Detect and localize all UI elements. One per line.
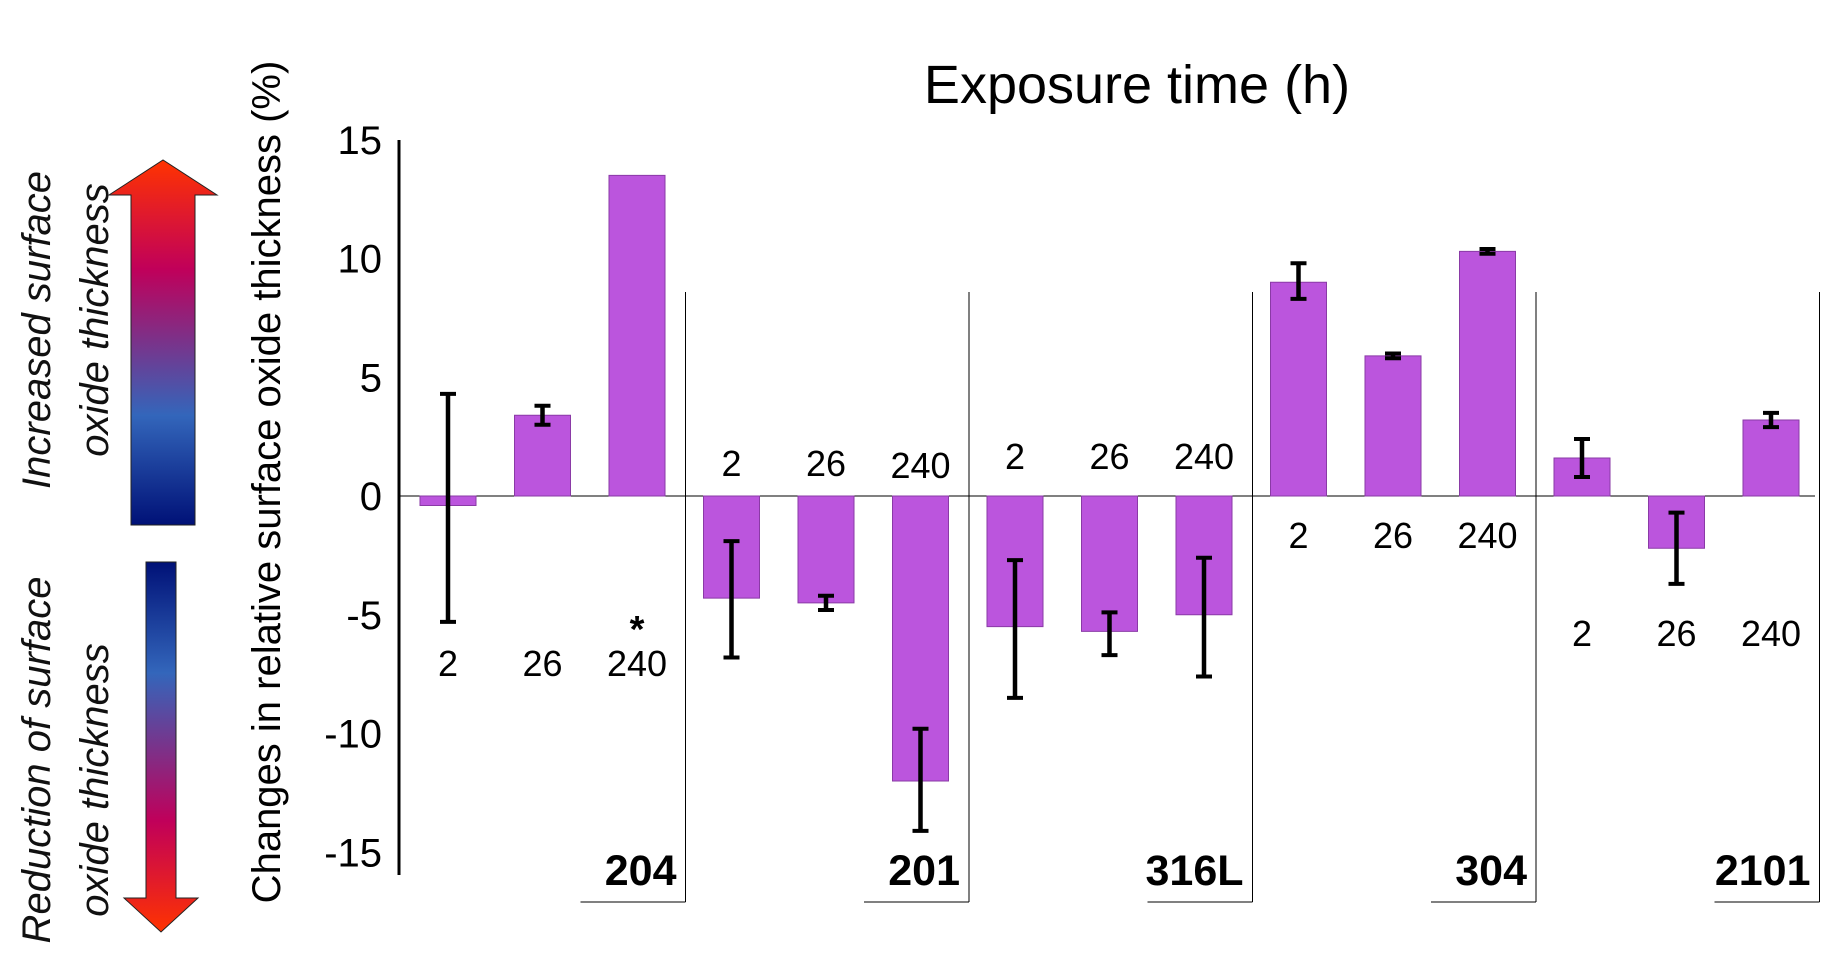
group-label-316L: 316L	[1145, 847, 1243, 895]
bar	[1270, 281, 1327, 497]
bar	[1364, 355, 1422, 497]
bars	[419, 174, 1800, 782]
y-tick-label: -5	[346, 594, 382, 638]
increase-arrow-icon	[107, 159, 219, 526]
reduction-label-line1: Reduction of surface	[15, 577, 59, 944]
y-tick-label: -15	[324, 831, 382, 875]
group-label-304: 304	[1455, 847, 1527, 895]
bar	[1081, 495, 1138, 632]
y-axis-label: Changes in relative surface oxide thickn…	[245, 61, 289, 904]
y-tick-label: 10	[338, 238, 383, 282]
bar	[514, 414, 571, 497]
category-label: 26	[1373, 515, 1413, 556]
decrease-arrow-icon	[122, 561, 200, 933]
category-label: 240	[890, 445, 950, 486]
increase-label-line2: oxide thickness	[73, 183, 117, 456]
y-tick-labels: 15 10 5 0 -5 -10 -15	[324, 119, 382, 876]
y-tick-label: 0	[360, 475, 382, 519]
increase-label-line1: Increased surface	[15, 171, 59, 489]
bar	[1742, 419, 1800, 497]
significance-mark: *	[630, 609, 645, 651]
category-label: 26	[1089, 436, 1129, 477]
category-label: 240	[1457, 515, 1517, 556]
reduction-label-line2: oxide thickness	[73, 643, 117, 916]
category-label: 26	[806, 443, 846, 484]
error-bars	[440, 247, 1779, 833]
bar	[797, 495, 855, 604]
category-label: 26	[1656, 613, 1696, 654]
category-label: 240	[607, 643, 667, 684]
bar	[1459, 250, 1516, 497]
y-tick-label: -10	[324, 713, 382, 757]
group-labels: 204 201 316L 304 2101	[605, 847, 1811, 895]
category-label: 2	[1005, 436, 1025, 477]
y-tick-label: 5	[360, 356, 382, 400]
group-label-204: 204	[605, 847, 677, 895]
category-label: 2	[1288, 515, 1308, 556]
group-label-201: 201	[888, 847, 960, 895]
group-separators	[580, 292, 1820, 903]
chart-title: Exposure time (h)	[924, 55, 1350, 115]
category-label: 2	[438, 643, 458, 684]
y-tick-label: 15	[338, 119, 383, 163]
bar	[608, 174, 666, 497]
category-label: 240	[1741, 613, 1801, 654]
category-label: 26	[522, 643, 562, 684]
group-label-2101: 2101	[1715, 847, 1811, 895]
category-label: 2	[1572, 613, 1592, 654]
category-label: 240	[1174, 436, 1234, 477]
category-label: 2	[721, 443, 741, 484]
